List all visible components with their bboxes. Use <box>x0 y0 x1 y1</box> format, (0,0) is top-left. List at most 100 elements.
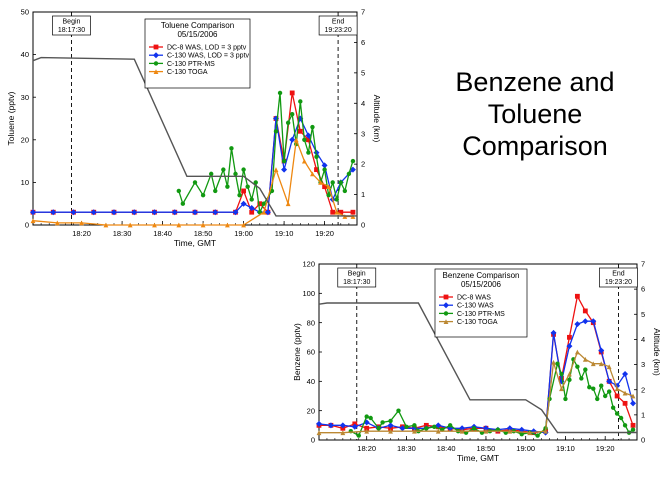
toluene-data-point <box>240 200 247 207</box>
benzene-data-point <box>387 422 394 429</box>
toluene-data-point <box>241 222 246 228</box>
benzene-data-point <box>543 428 548 434</box>
benzene-y2-tick-label: 7 <box>641 260 645 269</box>
benzene-data-point <box>606 378 613 385</box>
toluene-data-point <box>176 222 182 228</box>
toluene-y2-tick-label: 4 <box>361 99 365 108</box>
toluene-series-3 <box>30 137 356 228</box>
benzene-data-point <box>582 318 589 325</box>
benzene-legend-swatch-marker <box>443 319 449 324</box>
toluene-x-tick-label: 18:40 <box>153 229 172 238</box>
toluene-data-point <box>293 137 299 143</box>
benzene-data-point <box>579 376 584 381</box>
toluene-data-point <box>285 120 291 125</box>
toluene-data-point <box>253 180 258 185</box>
benzene-data-point <box>396 408 401 413</box>
toluene-begin-label: Begin 18:17:30 <box>58 19 85 35</box>
benzene-data-point <box>574 293 580 299</box>
benzene-data-point <box>376 426 381 431</box>
benzene-y2-tick-label: 5 <box>641 310 645 319</box>
benzene-legend-label: C-130 TOGA <box>457 319 498 326</box>
toluene-data-point <box>111 209 117 216</box>
toluene-data-point <box>306 150 311 155</box>
benzene-legend-title: Benzene Comparison 05/15/2006 <box>443 271 520 289</box>
toluene-data-point <box>310 171 315 177</box>
benzene-data-point <box>316 420 322 427</box>
benzene-begin-label: Begin 18:17:30 <box>343 271 370 287</box>
toluene-legend: Toluene Comparison 05/15/2006 DC-8 WAS, LO… <box>144 18 251 89</box>
benzene-data-point <box>630 400 637 407</box>
toluene-data-point <box>289 90 295 96</box>
toluene-altitude-line <box>32 56 357 217</box>
toluene-legend-label: C-130 TOGA <box>167 69 208 76</box>
benzene-data-point <box>603 393 608 399</box>
benzene-data-point <box>614 411 620 416</box>
toluene-end-label: End 19:23:20 <box>324 19 351 35</box>
benzene-data-point <box>551 359 556 365</box>
benzene-series-4 <box>318 302 637 434</box>
benzene-data-point <box>606 389 612 394</box>
toluene-data-point <box>245 184 250 189</box>
toluene-data-point <box>229 146 234 151</box>
benzene-y2-tick-label: 6 <box>641 285 645 294</box>
toluene-y-tick-label: 20 <box>21 135 29 144</box>
toluene-data-point <box>346 171 352 177</box>
benzene-data-point <box>583 367 588 372</box>
toluene-y-tick-label: 30 <box>21 93 29 102</box>
benzene-data-point <box>424 426 429 431</box>
benzene-data-point <box>614 393 620 399</box>
toluene-y-tick-label: 10 <box>21 178 29 187</box>
toluene-data-point <box>151 209 158 216</box>
toluene-data-point <box>232 209 239 216</box>
benzene-data-point <box>630 422 636 428</box>
toluene-y2-tick-label: 6 <box>361 38 365 47</box>
toluene-legend-swatch-marker <box>153 52 159 59</box>
benzene-data-point <box>622 423 628 428</box>
benzene-data-point <box>483 428 489 434</box>
toluene-data-point <box>349 166 356 173</box>
benzene-y2-axis-title: Altitude (km) <box>652 328 662 376</box>
toluene-data-point <box>30 209 36 216</box>
toluene-data-point <box>321 162 328 169</box>
benzene-end-label: End 19:23:20 <box>605 271 632 287</box>
toluene-data-point <box>249 197 254 202</box>
benzene-data-point <box>598 361 604 367</box>
benzene-data-point <box>471 426 477 431</box>
benzene-x-tick-label: 18:50 <box>477 444 496 453</box>
benzene-x-tick-label: 18:40 <box>437 444 456 453</box>
toluene-data-point <box>273 129 279 134</box>
benzene-data-point <box>447 423 453 428</box>
benzene-data-point <box>599 383 604 388</box>
benzene-data-point <box>622 400 628 406</box>
toluene-legend-label: C-130 WAS, LOD = 3 pptv <box>167 53 250 60</box>
toluene-data-point <box>176 188 181 194</box>
toluene-series-line <box>33 116 354 213</box>
benzene-y2-tick-label: 0 <box>641 436 645 445</box>
benzene-data-point <box>559 371 564 377</box>
toluene-x-tick-label: 18:30 <box>113 229 132 238</box>
benzene-data-point <box>507 428 513 434</box>
toluene-data-point <box>289 136 296 143</box>
benzene-x-tick-label: 19:10 <box>556 444 575 453</box>
benzene-x-axis-title: Time, GMT <box>457 453 499 463</box>
toluene-series-4 <box>32 56 357 217</box>
toluene-data-point <box>302 137 307 142</box>
benzene-data-point <box>582 308 588 314</box>
toluene-x-tick-label: 19:10 <box>275 229 294 238</box>
benzene-data-point <box>590 318 597 325</box>
benzene-data-point <box>595 396 600 402</box>
toluene-x-axis-title: Time, GMT <box>174 238 216 248</box>
toluene-data-point <box>322 184 327 190</box>
toluene-data-point <box>103 222 109 228</box>
benzene-data-point <box>364 428 370 434</box>
toluene-data-point <box>237 192 242 198</box>
benzene-y2-tick-label: 4 <box>641 335 645 344</box>
toluene-data-point <box>314 167 319 173</box>
toluene-data-point <box>70 209 77 216</box>
toluene-data-point <box>30 218 36 224</box>
toluene-data-point <box>350 209 356 215</box>
toluene-legend-swatch-marker <box>153 44 159 50</box>
toluene-data-point <box>257 210 262 215</box>
benzene-chart: 0 20 40 60 80 100 120 0 1 2 3 4 5 6 7 18:20 18:30 18:40 18… <box>292 260 662 463</box>
